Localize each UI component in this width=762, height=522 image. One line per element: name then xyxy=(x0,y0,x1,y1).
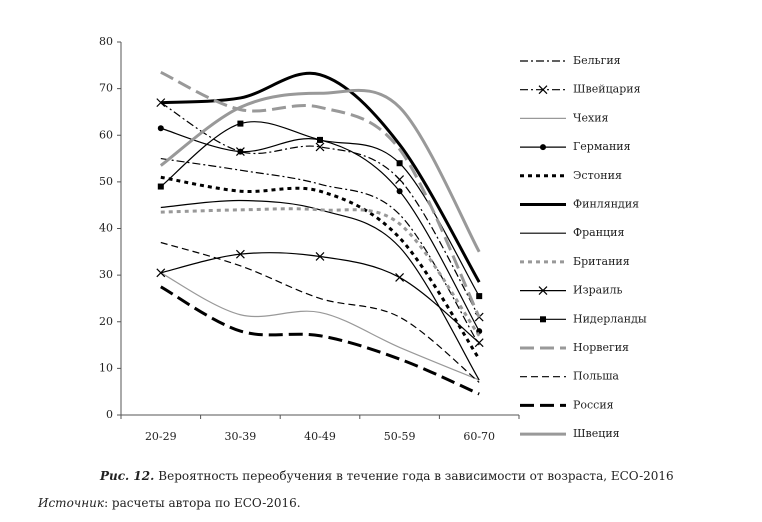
marker xyxy=(235,249,245,259)
legend-label: Нидерланды xyxy=(573,312,647,325)
x-tick-label: 60-70 xyxy=(463,430,495,443)
legend-label: Финляндия xyxy=(573,198,639,211)
legend-label: Россия xyxy=(573,398,614,411)
marker xyxy=(538,286,548,296)
source: Источник: расчеты автора по ECO-2016. xyxy=(37,496,301,510)
marker xyxy=(538,85,548,95)
series-line xyxy=(160,285,480,396)
marker xyxy=(315,252,325,261)
marker xyxy=(395,175,405,184)
caption: Рис. 12. Вероятность переобучения в течен… xyxy=(99,469,674,483)
marker xyxy=(237,120,244,127)
legend-label: Эстония xyxy=(573,169,622,182)
y-tick-label: 20 xyxy=(99,315,113,328)
legend-label: Польша xyxy=(573,370,619,383)
legend-label: Норвегия xyxy=(573,341,629,354)
legend-label: Британия xyxy=(573,255,630,268)
caption-text: Вероятность переобучения в течение года … xyxy=(158,469,673,483)
series-line xyxy=(160,241,480,383)
marker xyxy=(156,98,166,108)
marker xyxy=(237,148,244,155)
legend-label: Франция xyxy=(573,226,624,239)
y-tick-label: 70 xyxy=(99,82,113,95)
y-tick-label: 50 xyxy=(99,175,113,188)
marker xyxy=(396,160,403,167)
marker xyxy=(396,188,403,195)
y-tick-label: 60 xyxy=(99,128,113,141)
series-line xyxy=(160,272,480,381)
caption-label: Рис. 12. xyxy=(99,469,154,483)
legend-label: Израиль xyxy=(573,284,623,297)
y-tick-label: 30 xyxy=(99,268,113,281)
x-tick-label: 20-29 xyxy=(145,430,177,443)
marker xyxy=(317,136,323,143)
series-line xyxy=(160,157,480,346)
y-tick-label: 10 xyxy=(99,361,113,374)
marker xyxy=(395,273,405,282)
marker xyxy=(156,268,166,278)
marker xyxy=(157,125,164,132)
marker xyxy=(157,183,164,190)
series-line xyxy=(160,70,481,318)
legend-label: Швеция xyxy=(573,427,620,440)
x-tick-label: 50-59 xyxy=(384,430,416,443)
x-tick-label: 40-49 xyxy=(304,430,336,443)
legend-label: Швейцария xyxy=(573,83,641,96)
y-tick-label: 80 xyxy=(99,35,113,48)
source-text: : расчеты автора по ECO-2016. xyxy=(104,496,301,510)
source-label: Источник xyxy=(37,496,105,510)
marker xyxy=(315,142,325,152)
y-tick-label: 0 xyxy=(106,408,113,421)
marker xyxy=(540,316,546,323)
series-line xyxy=(159,88,481,253)
legend-label: Германия xyxy=(573,140,631,153)
marker xyxy=(476,293,483,300)
y-tick-label: 40 xyxy=(99,222,113,235)
series-line xyxy=(160,252,480,344)
marker xyxy=(540,144,546,151)
series-line xyxy=(160,175,481,360)
marker xyxy=(474,338,484,348)
series-line xyxy=(160,102,480,318)
legend-label: Чехия xyxy=(573,111,609,124)
legend-label: Бельгия xyxy=(573,54,621,67)
series-line xyxy=(160,71,481,283)
x-tick-label: 30-39 xyxy=(225,430,257,443)
